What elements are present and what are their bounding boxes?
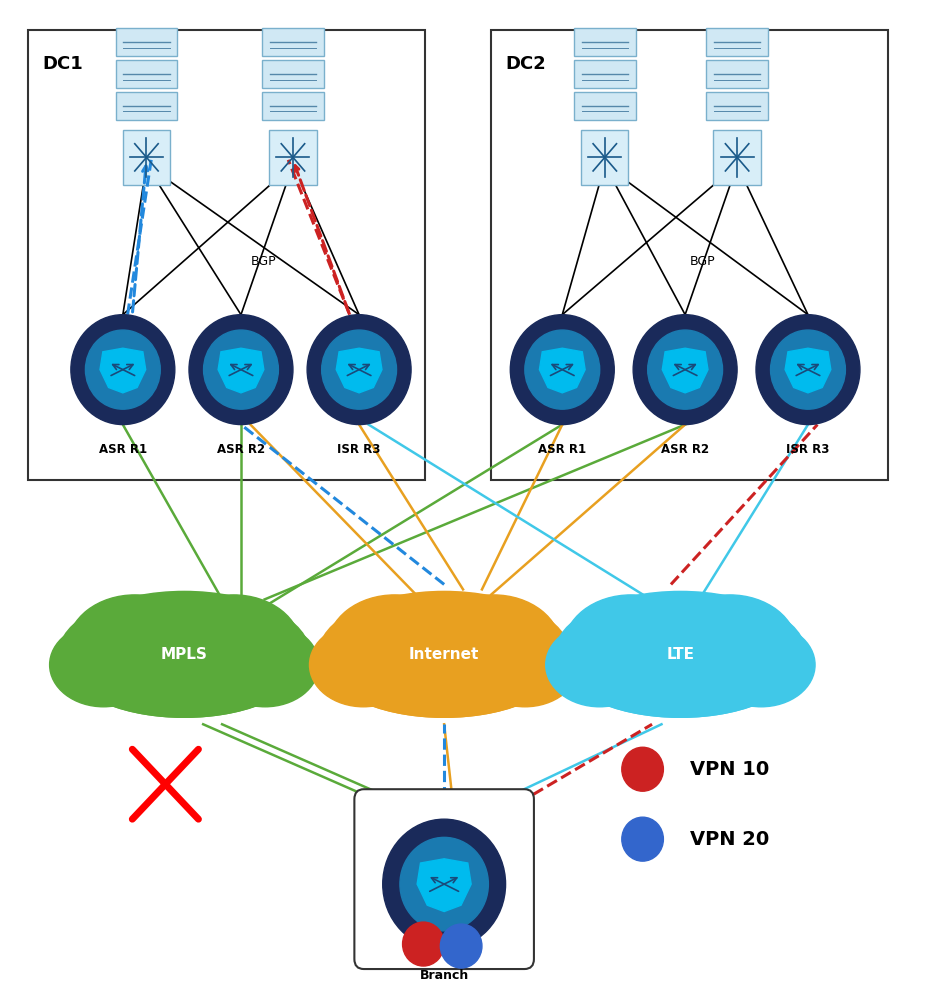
Ellipse shape — [318, 591, 569, 717]
Polygon shape — [336, 349, 381, 393]
Circle shape — [524, 330, 599, 410]
Polygon shape — [539, 349, 584, 393]
Polygon shape — [100, 349, 145, 393]
Circle shape — [85, 330, 160, 410]
Text: DC2: DC2 — [505, 55, 546, 73]
Text: VPN 10: VPN 10 — [689, 759, 768, 779]
FancyBboxPatch shape — [115, 92, 177, 120]
Text: Branch: Branch — [419, 969, 468, 982]
FancyBboxPatch shape — [115, 28, 177, 56]
Ellipse shape — [545, 623, 652, 707]
FancyBboxPatch shape — [261, 60, 323, 88]
Text: BGP: BGP — [689, 255, 715, 268]
FancyBboxPatch shape — [574, 28, 635, 56]
FancyBboxPatch shape — [491, 30, 887, 480]
Circle shape — [399, 837, 488, 931]
Ellipse shape — [336, 626, 551, 717]
Circle shape — [189, 315, 293, 425]
Ellipse shape — [327, 595, 462, 699]
Polygon shape — [416, 859, 471, 911]
Ellipse shape — [572, 626, 787, 717]
Circle shape — [632, 315, 736, 425]
Text: ISR R3: ISR R3 — [337, 443, 380, 456]
Polygon shape — [662, 349, 707, 393]
FancyBboxPatch shape — [705, 60, 767, 88]
FancyBboxPatch shape — [354, 789, 533, 969]
Circle shape — [402, 922, 444, 966]
Circle shape — [307, 315, 411, 425]
FancyBboxPatch shape — [581, 130, 628, 185]
Text: DC1: DC1 — [42, 55, 83, 73]
Ellipse shape — [67, 595, 202, 699]
Ellipse shape — [662, 595, 796, 699]
Ellipse shape — [309, 623, 416, 707]
Circle shape — [71, 315, 175, 425]
Circle shape — [621, 817, 663, 861]
Text: ASR R2: ASR R2 — [217, 443, 264, 456]
Text: LTE: LTE — [666, 646, 694, 662]
Ellipse shape — [554, 591, 805, 717]
Circle shape — [382, 819, 505, 949]
Circle shape — [621, 747, 663, 791]
FancyBboxPatch shape — [28, 30, 425, 480]
Polygon shape — [218, 349, 263, 393]
Ellipse shape — [470, 623, 578, 707]
Circle shape — [440, 924, 481, 968]
Circle shape — [321, 330, 396, 410]
Text: Internet: Internet — [409, 646, 479, 662]
Text: BGP: BGP — [250, 255, 276, 268]
Text: ISR R3: ISR R3 — [785, 443, 829, 456]
Circle shape — [510, 315, 614, 425]
FancyBboxPatch shape — [261, 28, 323, 56]
FancyBboxPatch shape — [574, 60, 635, 88]
Text: ASR R1: ASR R1 — [538, 443, 585, 456]
FancyBboxPatch shape — [261, 92, 323, 120]
FancyBboxPatch shape — [705, 28, 767, 56]
Ellipse shape — [50, 623, 157, 707]
Ellipse shape — [76, 626, 292, 717]
Ellipse shape — [426, 595, 561, 699]
Circle shape — [203, 330, 278, 410]
Ellipse shape — [563, 595, 698, 699]
FancyBboxPatch shape — [115, 60, 177, 88]
Circle shape — [647, 330, 722, 410]
Ellipse shape — [166, 595, 301, 699]
Text: ASR R1: ASR R1 — [99, 443, 146, 456]
Ellipse shape — [211, 623, 319, 707]
Ellipse shape — [706, 623, 814, 707]
Text: MPLS: MPLS — [160, 646, 208, 662]
Ellipse shape — [59, 591, 310, 717]
FancyBboxPatch shape — [269, 130, 316, 185]
FancyBboxPatch shape — [123, 130, 170, 185]
Circle shape — [769, 330, 845, 410]
FancyBboxPatch shape — [705, 92, 767, 120]
Circle shape — [755, 315, 859, 425]
FancyBboxPatch shape — [574, 92, 635, 120]
Text: VPN 20: VPN 20 — [689, 829, 768, 849]
Text: ASR R2: ASR R2 — [661, 443, 708, 456]
FancyBboxPatch shape — [713, 130, 760, 185]
Polygon shape — [784, 349, 830, 393]
